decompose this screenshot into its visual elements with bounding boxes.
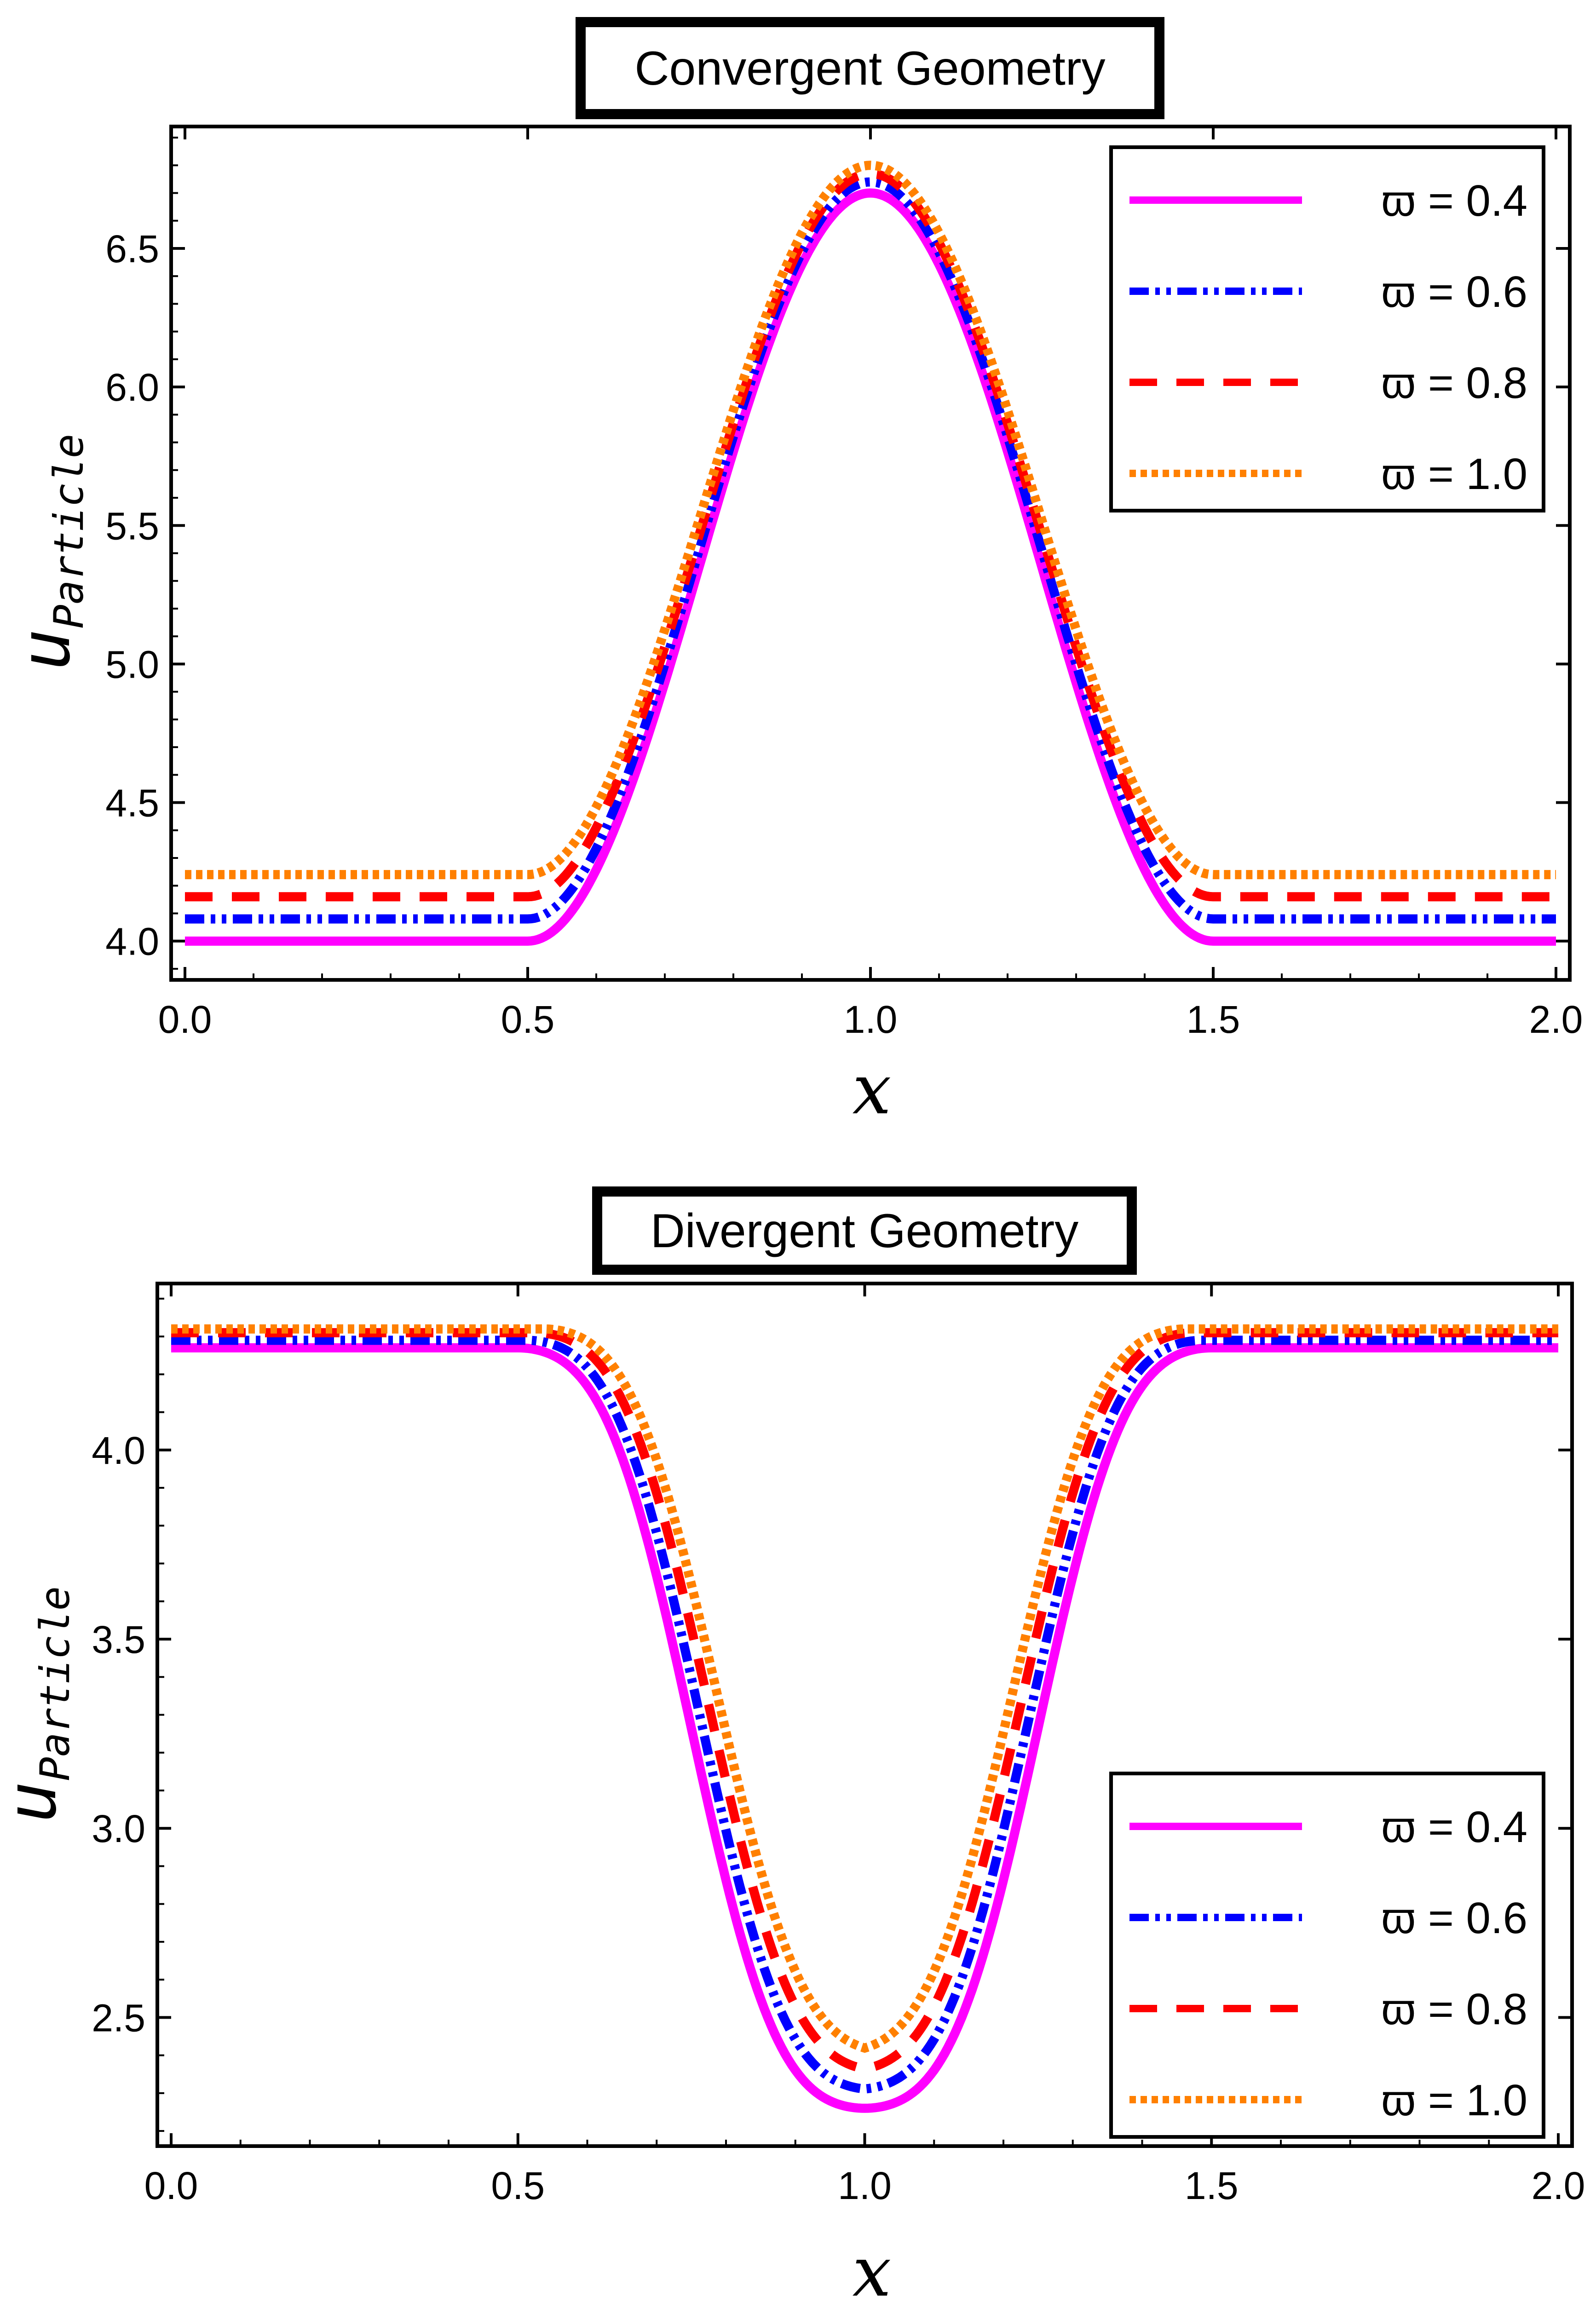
y-axis-label-sub: Particle bbox=[45, 434, 92, 629]
y-tick-label: 6.0 bbox=[105, 366, 159, 409]
y-axis-label-main: u bbox=[6, 629, 86, 670]
y-tick-label: 4.5 bbox=[105, 782, 159, 825]
y-tick-label: 3.5 bbox=[92, 1618, 145, 1661]
series-group bbox=[185, 161, 1556, 946]
y-tick-label: 6.5 bbox=[105, 227, 159, 271]
legend-label-4: ϖ = 1.0 bbox=[1381, 2076, 1527, 2125]
y-tick-label: 4.0 bbox=[92, 1429, 145, 1472]
x-tick-label: 1.5 bbox=[1185, 2164, 1239, 2207]
legend-label-2: ϖ = 0.6 bbox=[1381, 267, 1527, 317]
y-axis-label-main: u bbox=[0, 1781, 72, 1823]
y-tick-label: 5.5 bbox=[105, 504, 159, 547]
x-tick-label: 0.0 bbox=[144, 2164, 198, 2207]
y-axis-label: uParticle bbox=[0, 1586, 79, 1823]
x-tick-label: 1.0 bbox=[844, 998, 898, 1041]
y-axis-label: uParticle bbox=[6, 434, 92, 670]
x-tick-label: 0.0 bbox=[158, 998, 212, 1041]
series-line-4 bbox=[185, 161, 1556, 880]
x-tick-label: 0.5 bbox=[491, 2164, 545, 2207]
chart-title: Convergent Geometry bbox=[634, 42, 1105, 95]
legend-label-2: ϖ = 0.6 bbox=[1381, 1894, 1527, 1943]
legend-box bbox=[1109, 1772, 1545, 2139]
x-axis-label: x bbox=[853, 1050, 892, 1130]
y-tick-label: 2.5 bbox=[92, 1996, 145, 2039]
chart-convergent: 0.0 0.5 1.0 1.5 2.0 4.0 4.5 5.0 5.5 6.0 6.5 ϖ = 0.4… bbox=[6, 17, 1583, 1130]
legend-label-3: ϖ = 0.8 bbox=[1381, 1985, 1527, 2034]
x-axis-label: x bbox=[853, 2232, 892, 2297]
title-box bbox=[592, 1186, 1137, 1275]
series-line-1 bbox=[171, 1343, 1558, 2113]
legend-label-3: ϖ = 0.8 bbox=[1381, 358, 1527, 408]
series-line-1 bbox=[185, 188, 1556, 946]
y-tick-label: 4.0 bbox=[105, 920, 159, 963]
y-axis-label-sub: Particle bbox=[31, 1586, 79, 1781]
legend-label-4: ϖ = 1.0 bbox=[1381, 449, 1527, 499]
chart-title: Divergent Geometry bbox=[651, 1204, 1079, 1258]
legend-box bbox=[1109, 145, 1545, 512]
series-group bbox=[171, 1324, 1558, 2113]
series-line-2 bbox=[171, 1336, 1558, 2094]
x-tick-label: 2.0 bbox=[1532, 2164, 1585, 2207]
x-tick-label: 0.5 bbox=[501, 998, 555, 1041]
series-line-2 bbox=[185, 177, 1556, 924]
y-tick-label: 5.0 bbox=[105, 643, 159, 686]
x-tick-label: 1.5 bbox=[1187, 998, 1240, 1041]
y-tick-label: 3.0 bbox=[92, 1807, 145, 1850]
legend-label-1: ϖ = 0.4 bbox=[1381, 176, 1527, 225]
x-tick-label: 1.0 bbox=[838, 2164, 892, 2207]
title-box bbox=[576, 17, 1164, 119]
x-tick-label: 2.0 bbox=[1529, 998, 1583, 1041]
legend-label-1: ϖ = 0.4 bbox=[1381, 1802, 1527, 1852]
chart-divergent: 0.0 0.5 1.0 1.5 2.0 2.5 3.0 3.5 4.0 ϖ = 0.4 ϖ = 0.… bbox=[0, 1186, 1585, 2297]
series-line-4 bbox=[171, 1324, 1558, 2053]
